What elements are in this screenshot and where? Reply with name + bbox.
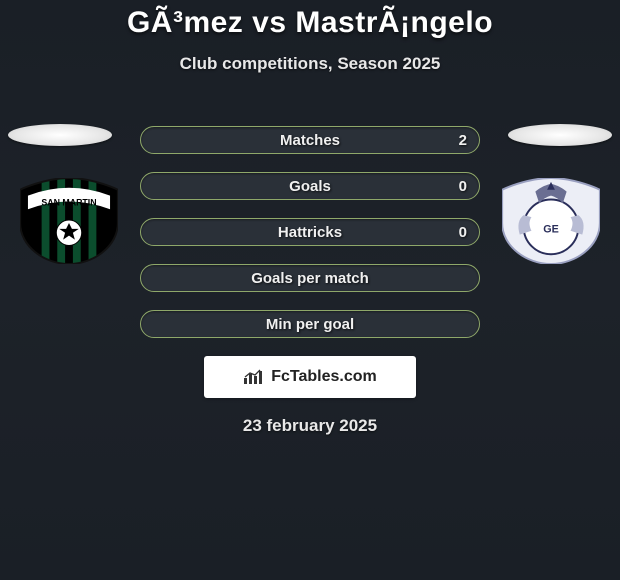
page-subtitle: Club competitions, Season 2025 bbox=[0, 54, 620, 74]
stat-right-value: 2 bbox=[459, 127, 467, 153]
chart-icon bbox=[243, 368, 265, 386]
stat-row: Min per goal bbox=[140, 310, 480, 338]
stat-label: Hattricks bbox=[141, 219, 479, 245]
stat-row: Hattricks 0 bbox=[140, 218, 480, 246]
svg-text:GE: GE bbox=[543, 224, 559, 236]
stat-right-value: 0 bbox=[459, 173, 467, 199]
badge-text: FcTables.com bbox=[271, 368, 377, 386]
stat-label: Matches bbox=[141, 127, 479, 153]
team-left-crest: SAN MARTIN bbox=[20, 178, 118, 264]
fctables-badge[interactable]: FcTables.com bbox=[204, 356, 416, 398]
stat-label: Goals per match bbox=[141, 265, 479, 291]
player-left-avatar bbox=[8, 124, 112, 146]
card: GÃ³mez vs MastrÃ¡ngelo Club competitions… bbox=[0, 0, 620, 436]
svg-text:SAN MARTIN: SAN MARTIN bbox=[41, 197, 96, 207]
generated-date: 23 february 2025 bbox=[0, 416, 620, 436]
stats-table: Matches 2 Goals 0 Hattricks 0 Goals per … bbox=[140, 126, 480, 338]
stat-row: Goals per match bbox=[140, 264, 480, 292]
stat-right-value: 0 bbox=[459, 219, 467, 245]
stat-row: Matches 2 bbox=[140, 126, 480, 154]
stat-row: Goals 0 bbox=[140, 172, 480, 200]
page-title: GÃ³mez vs MastrÃ¡ngelo bbox=[0, 6, 620, 40]
stat-label: Min per goal bbox=[141, 311, 479, 337]
team-right-crest: GE bbox=[502, 178, 600, 264]
stat-label: Goals bbox=[141, 173, 479, 199]
player-right-avatar bbox=[508, 124, 612, 146]
